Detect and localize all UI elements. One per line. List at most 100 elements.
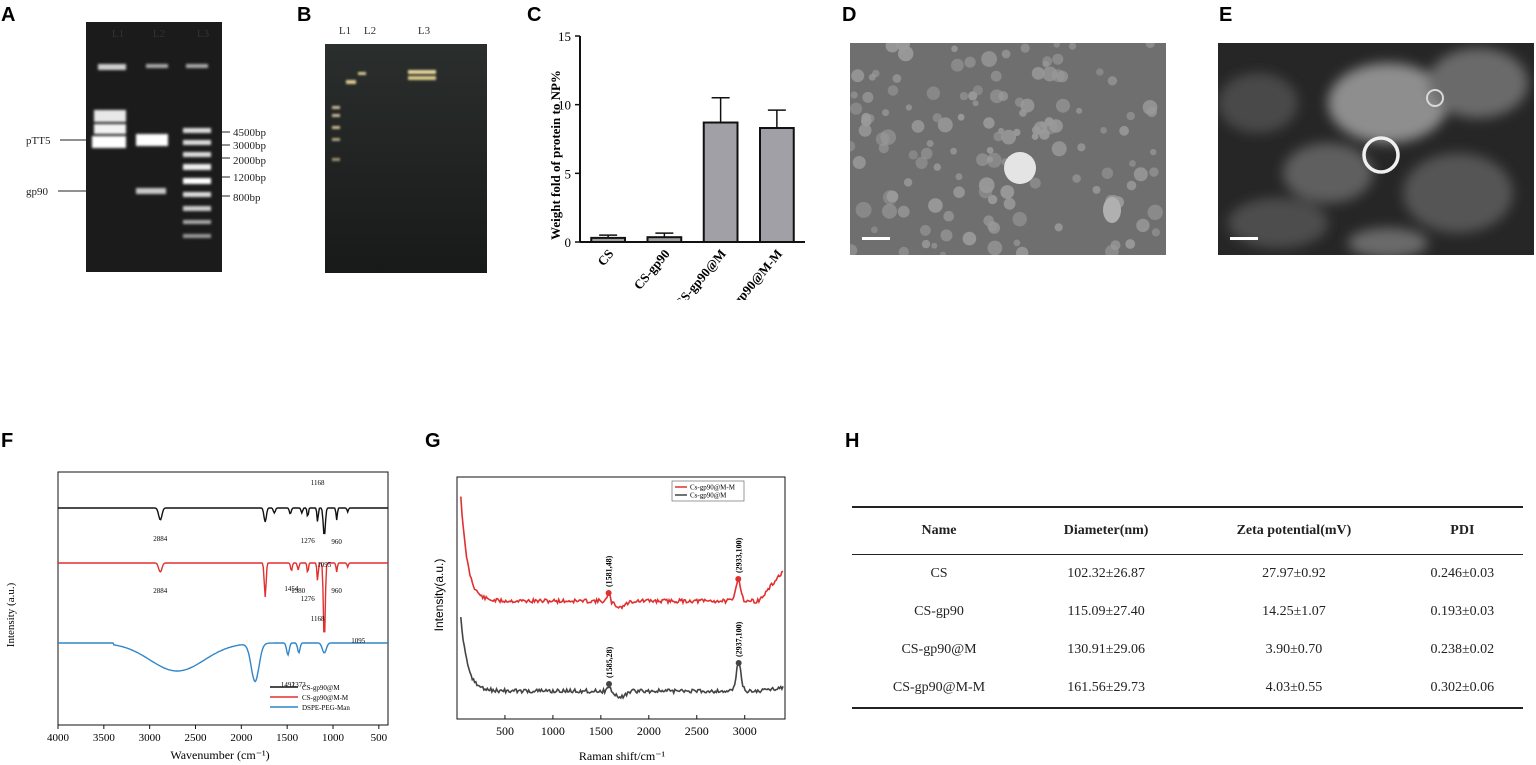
g-legend-label: Cs-gp90@M-M	[690, 484, 736, 492]
d-particle	[987, 194, 998, 205]
c-category-label: CS-gp90@M	[671, 246, 729, 300]
raman-chart-g-plot: 500 1000 1500 2000 2500 3000 (1581,48) (2933,10…	[456, 476, 786, 738]
f-peak-label: 1276	[301, 595, 316, 603]
d-particle	[895, 43, 910, 51]
table-cell: CS-gp90	[914, 604, 964, 619]
d-particle	[1012, 211, 1027, 227]
table-cell: 3.90±0.70	[1265, 642, 1323, 657]
f-peak-label: 1492	[281, 681, 296, 689]
f-peak-label: 1095	[317, 561, 332, 569]
d-particle	[1126, 180, 1137, 191]
gel-b-lane-2: L2	[364, 25, 376, 37]
tem-image-d-large-particle	[1004, 152, 1036, 184]
d-particle	[1096, 68, 1104, 76]
d-particle	[933, 163, 941, 171]
ftir-chart-f: Intensity (a.u.) 4000 3500 3000 2500 2000 150…	[5, 471, 389, 762]
gel-b-lane-1: L1	[339, 25, 351, 37]
d-particle	[871, 226, 878, 234]
table-cell: 4.03±0.55	[1186, 669, 1402, 709]
f-peak-label: 1454	[284, 585, 299, 593]
gel-b-lane-3: L3	[418, 25, 431, 37]
table-header-zeta: Zeta potential(mV)	[1186, 506, 1402, 555]
d-particle	[1052, 53, 1064, 65]
f-peak-label: 1380	[291, 587, 306, 595]
f-frame	[57, 471, 389, 726]
d-particle	[978, 184, 993, 199]
c-y-tick-label: 10	[558, 98, 571, 113]
d-particle	[955, 173, 963, 181]
d-particle	[1016, 246, 1029, 255]
d-particle	[1125, 239, 1136, 249]
d-particle	[882, 203, 897, 219]
d-particle	[1136, 218, 1150, 233]
d-particle	[990, 89, 1004, 104]
g-peak-marker	[735, 576, 742, 582]
g-peak-marker	[606, 681, 613, 687]
f-spectrum-line	[58, 642, 388, 683]
f-spectrum-line	[58, 507, 388, 535]
d-particle	[1142, 100, 1158, 115]
tem-image-d	[850, 43, 1166, 255]
d-particle	[850, 91, 858, 99]
f-x-tick-label: 1000	[322, 732, 345, 744]
gel-a-label-ptt5: pTT5	[26, 135, 51, 147]
g-frame	[456, 476, 786, 720]
d-particle	[983, 117, 995, 129]
g-peak-label: (2937,100)	[735, 621, 744, 657]
tem-image-d-scale-bar	[862, 237, 890, 240]
d-particle	[1151, 228, 1160, 237]
d-particle	[976, 153, 989, 167]
d-particle	[1076, 107, 1083, 114]
panel-letter-f: F	[1, 430, 14, 452]
d-particle	[1042, 60, 1050, 68]
d-particle	[993, 131, 1004, 142]
raman-chart-g: Intensity(a.u.) 500 1000 1500 2000 2500 3000 (…	[432, 476, 786, 763]
gel-a-lane-2: L2	[153, 28, 165, 40]
d-particle	[920, 225, 931, 236]
d-particle	[943, 210, 954, 222]
table-header-row: Name Diameter(nm) Zeta potential(mV) PDI	[852, 506, 1523, 555]
d-particle	[964, 56, 976, 68]
d-particle	[1043, 119, 1058, 135]
d-particle	[926, 86, 941, 100]
f-peak-label: 1095	[351, 637, 366, 645]
gel-a-lane-3: L3	[197, 28, 210, 40]
f-spectrum-line	[58, 562, 388, 633]
tem-image-e-scale-bar	[1230, 237, 1258, 240]
table-cell: 0.246±0.03	[1430, 566, 1495, 581]
panel-letter-h: H	[845, 430, 860, 452]
d-particle	[957, 113, 965, 121]
table-row: CS-gp90@M-M 161.56±29.73 4.03±0.55 0.302…	[852, 669, 1523, 709]
table-cell: CS-gp90@M	[901, 642, 977, 657]
c-bar	[646, 236, 683, 243]
panel-letter-b: B	[297, 4, 312, 26]
properties-table-h: Name Diameter(nm) Zeta potential(mV) PDI…	[852, 506, 1523, 709]
c-category-label: CS-gp90	[631, 246, 673, 292]
d-particle	[1100, 127, 1107, 134]
gel-a-ladder-3000: 3000bp	[233, 140, 267, 152]
gel-b-background	[325, 44, 487, 273]
d-particle	[1129, 160, 1136, 167]
table-row: CS-gp90 115.09±27.40 14.25±1.07 0.193±0.…	[852, 593, 1523, 631]
d-particle	[990, 70, 1002, 82]
d-particle	[987, 220, 998, 232]
d-particle	[1077, 143, 1086, 152]
d-particle	[1145, 43, 1155, 48]
d-particle	[1029, 177, 1041, 189]
ftir-chart-f-xlabel: Wavenumber (cm⁻¹)	[170, 748, 269, 762]
d-particle	[926, 140, 934, 147]
d-particle	[1051, 141, 1067, 157]
panel-letter-c: C	[527, 4, 542, 26]
g-peak-label: (2933,100)	[734, 537, 743, 573]
table-cell: 0.302±0.06	[1401, 669, 1523, 709]
tem-image-e-vesicle	[1362, 136, 1400, 174]
d-particle	[1000, 185, 1015, 199]
table-cell: 27.97±0.92	[1262, 566, 1326, 581]
f-x-tick-label: 2000	[230, 732, 253, 744]
d-particle	[850, 141, 856, 152]
d-particle	[885, 43, 899, 53]
f-x-tick-label: 500	[371, 732, 388, 744]
d-particle	[850, 244, 858, 255]
ftir-chart-f-plot: 4000 3500 3000 2500 2000 1500 1000 500 2884 1168 1…	[47, 471, 389, 744]
d-particle	[882, 109, 890, 117]
